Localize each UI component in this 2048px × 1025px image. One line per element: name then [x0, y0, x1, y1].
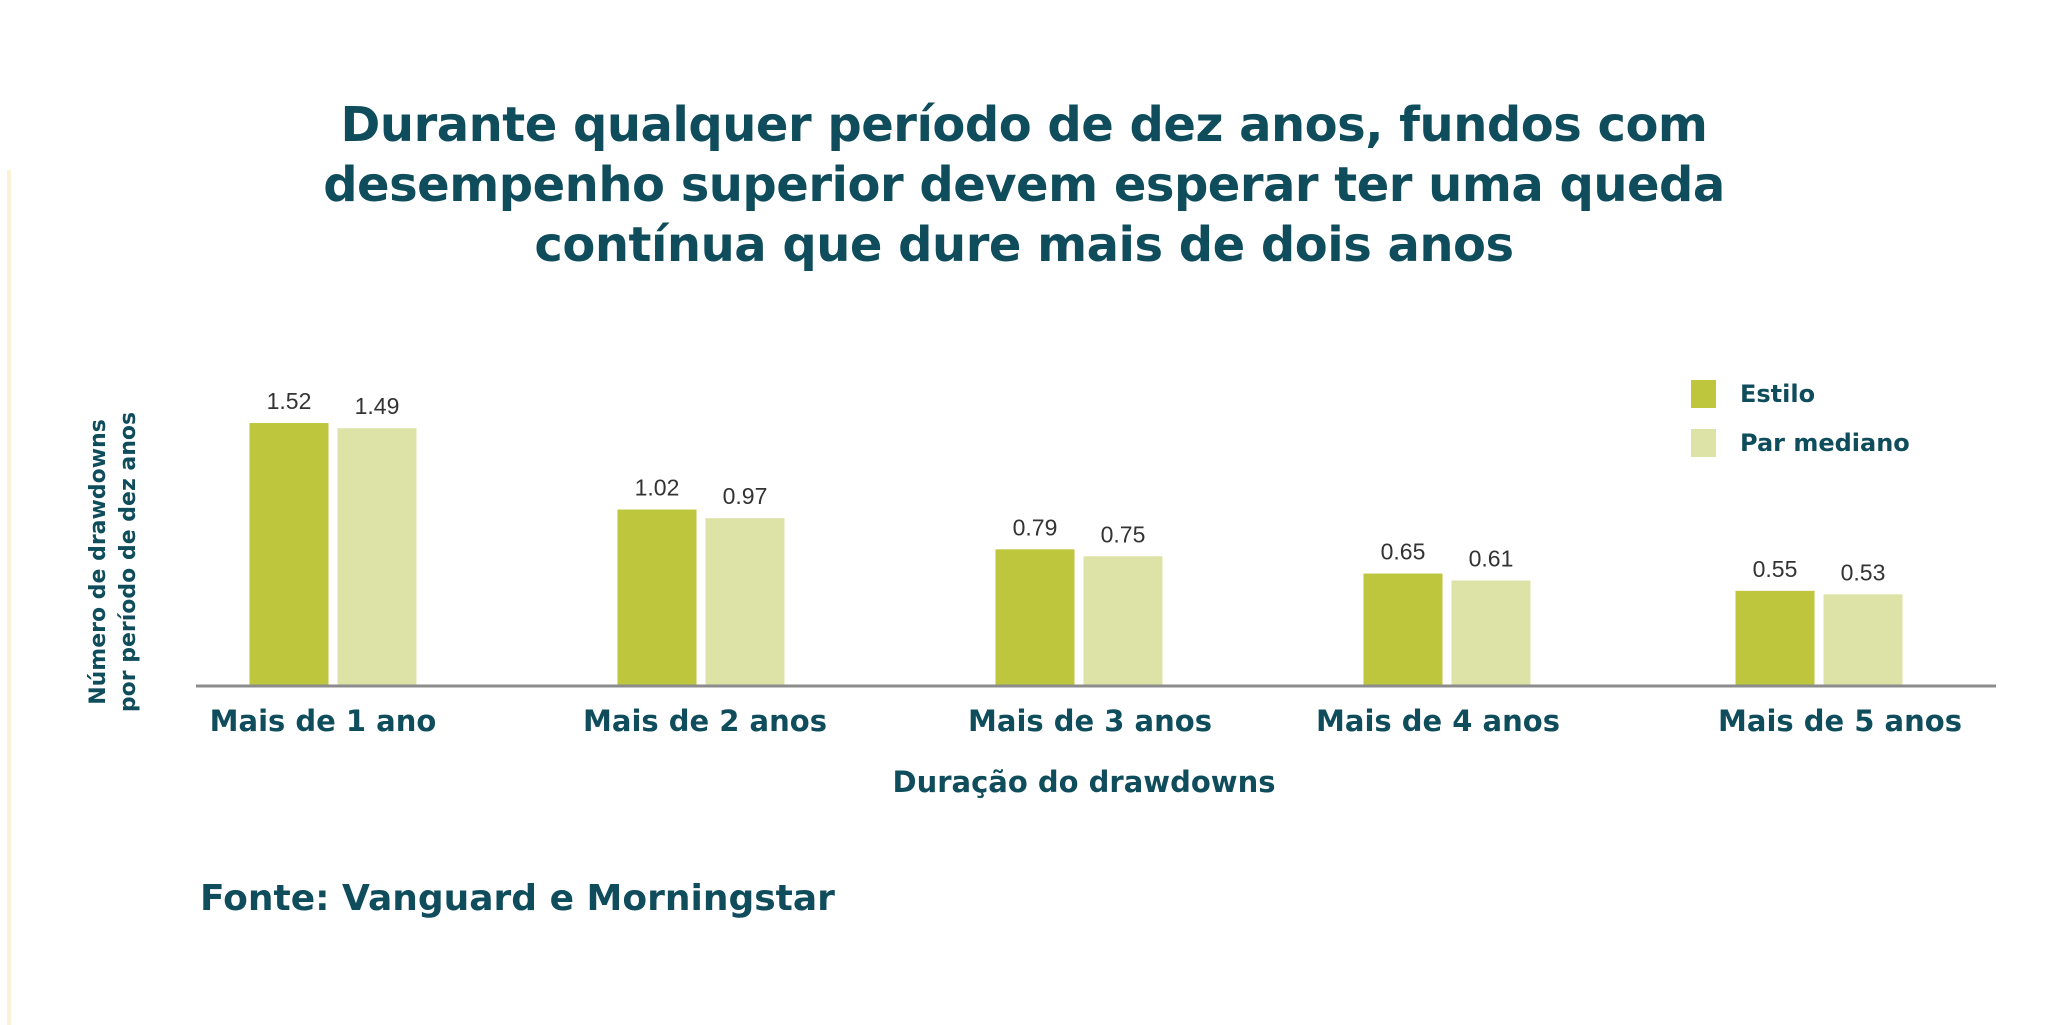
- value-label: 0.79: [1013, 514, 1058, 540]
- bar-estilo: [995, 549, 1075, 686]
- bar-par-mediano: [705, 518, 785, 686]
- title-line: Durante qualquer período de dez anos, fu…: [340, 97, 1708, 153]
- bar-par-mediano: [337, 428, 417, 686]
- source-note: Fonte: Vanguard e Morningstar: [200, 878, 835, 919]
- legend-swatch-par-mediano: [1691, 429, 1716, 457]
- bar-estilo: [1363, 573, 1443, 686]
- x-tick-label: Mais de 4 anos: [1316, 704, 1560, 738]
- x-tick-label: Mais de 2 anos: [583, 704, 827, 738]
- left-edge-border: [7, 170, 11, 1025]
- bar-par-mediano: [1451, 580, 1531, 686]
- x-tick-label: Mais de 3 anos: [968, 704, 1212, 738]
- legend-swatch-estilo: [1691, 380, 1716, 408]
- bar-estilo: [1735, 590, 1815, 686]
- legend: Estilo Par mediano: [1691, 380, 1910, 478]
- value-label: 0.97: [723, 483, 768, 509]
- legend-label: Par mediano: [1740, 429, 1910, 457]
- value-label: 1.52: [267, 388, 312, 414]
- bar-estilo: [617, 509, 697, 686]
- title-line: desempenho superior devem esperar ter um…: [323, 157, 1725, 213]
- legend-item-par-mediano: Par mediano: [1691, 429, 1910, 457]
- value-label: 1.49: [355, 393, 400, 419]
- value-label: 0.61: [1469, 545, 1514, 571]
- bar-estilo: [249, 423, 329, 686]
- value-label: 0.65: [1381, 539, 1426, 565]
- legend-label: Estilo: [1740, 380, 1816, 408]
- x-axis-title: Duração do drawdowns: [892, 765, 1276, 799]
- x-tick-label: Mais de 5 anos: [1718, 704, 1962, 738]
- title-line: contínua que dure mais de dois anos: [534, 217, 1514, 273]
- value-label: 0.53: [1841, 559, 1886, 585]
- bar-par-mediano: [1083, 556, 1163, 686]
- chart-title: Durante qualquer período de dez anos, fu…: [0, 95, 2048, 275]
- value-label: 0.75: [1101, 521, 1146, 547]
- x-tick-label: Mais de 1 ano: [210, 704, 437, 738]
- value-label: 1.02: [635, 475, 680, 501]
- bar-par-mediano: [1823, 594, 1903, 686]
- value-label: 0.55: [1753, 556, 1798, 582]
- legend-item-estilo: Estilo: [1691, 380, 1910, 408]
